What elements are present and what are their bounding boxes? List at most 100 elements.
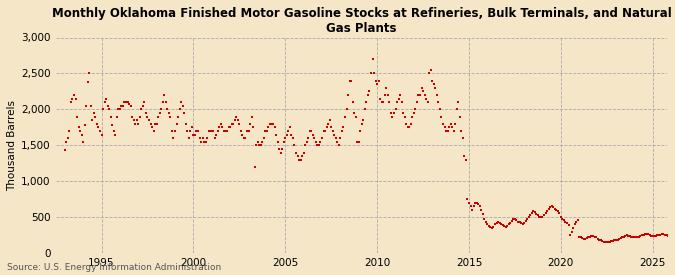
- Point: [398, 111, 408, 115]
- Point: [126, 104, 136, 108]
- Point: [448, 129, 459, 133]
- Point: [185, 129, 196, 133]
- Point: [609, 238, 620, 243]
- Point: [644, 233, 655, 237]
- Point: [101, 97, 111, 101]
- Point: [116, 104, 127, 108]
- Point: [658, 232, 669, 236]
- Point: [139, 100, 150, 104]
- Point: [179, 111, 190, 115]
- Point: [232, 118, 243, 122]
- Point: [566, 229, 577, 234]
- Point: [659, 232, 670, 237]
- Point: [637, 233, 647, 237]
- Point: [356, 122, 367, 126]
- Point: [487, 226, 497, 230]
- Point: [274, 147, 285, 151]
- Point: [624, 234, 635, 238]
- Point: [612, 237, 623, 242]
- Point: [456, 129, 466, 133]
- Point: [338, 125, 349, 130]
- Point: [87, 118, 98, 122]
- Point: [454, 114, 465, 119]
- Point: [119, 100, 130, 104]
- Point: [605, 240, 616, 244]
- Point: [493, 220, 504, 224]
- Point: [332, 139, 343, 144]
- Point: [361, 100, 372, 104]
- Point: [615, 236, 626, 240]
- Point: [151, 122, 162, 126]
- Point: [86, 104, 97, 108]
- Point: [560, 219, 571, 224]
- Point: [196, 139, 207, 144]
- Point: [165, 114, 176, 119]
- Point: [263, 125, 274, 130]
- Point: [514, 220, 525, 224]
- Point: [171, 122, 182, 126]
- Point: [217, 125, 228, 130]
- Point: [569, 222, 580, 227]
- Point: [523, 215, 534, 219]
- Point: [115, 107, 126, 112]
- Point: [370, 78, 381, 83]
- Point: [460, 158, 471, 162]
- Point: [563, 223, 574, 227]
- Point: [314, 143, 325, 148]
- Point: [481, 220, 491, 224]
- Point: [447, 125, 458, 130]
- Point: [267, 122, 278, 126]
- Point: [211, 132, 222, 137]
- Point: [554, 211, 565, 215]
- Title: Monthly Oklahoma Finished Motor Gasoline Stocks at Refineries, Bulk Terminals, a: Monthly Oklahoma Finished Motor Gasoline…: [52, 7, 672, 35]
- Point: [343, 93, 354, 97]
- Point: [366, 71, 377, 76]
- Point: [418, 89, 429, 94]
- Point: [646, 233, 657, 238]
- Point: [209, 136, 220, 140]
- Point: [275, 150, 286, 155]
- Point: [271, 132, 281, 137]
- Point: [583, 235, 594, 240]
- Point: [603, 240, 614, 244]
- Point: [182, 129, 192, 133]
- Point: [375, 97, 385, 101]
- Point: [497, 223, 508, 227]
- Point: [111, 114, 122, 119]
- Point: [215, 122, 226, 126]
- Point: [479, 217, 490, 222]
- Point: [591, 235, 601, 240]
- Point: [355, 129, 366, 133]
- Point: [142, 114, 153, 119]
- Point: [266, 122, 277, 126]
- Point: [252, 139, 263, 144]
- Point: [435, 107, 446, 112]
- Point: [93, 125, 104, 130]
- Point: [621, 233, 632, 237]
- Point: [558, 218, 569, 222]
- Point: [488, 225, 499, 230]
- Point: [278, 139, 289, 144]
- Point: [281, 132, 292, 137]
- Point: [223, 125, 234, 130]
- Point: [655, 232, 666, 237]
- Point: [407, 114, 418, 119]
- Point: [326, 125, 337, 130]
- Point: [280, 136, 291, 140]
- Point: [75, 129, 86, 133]
- Point: [367, 57, 378, 61]
- Point: [494, 221, 505, 225]
- Point: [638, 232, 649, 237]
- Point: [542, 208, 553, 213]
- Point: [312, 143, 323, 148]
- Point: [540, 211, 551, 215]
- Point: [535, 215, 546, 219]
- Point: [337, 129, 348, 133]
- Point: [300, 143, 310, 148]
- Point: [220, 129, 231, 133]
- Point: [133, 122, 144, 126]
- Point: [109, 129, 119, 133]
- Point: [190, 132, 200, 137]
- Point: [464, 201, 475, 205]
- Point: [664, 235, 675, 239]
